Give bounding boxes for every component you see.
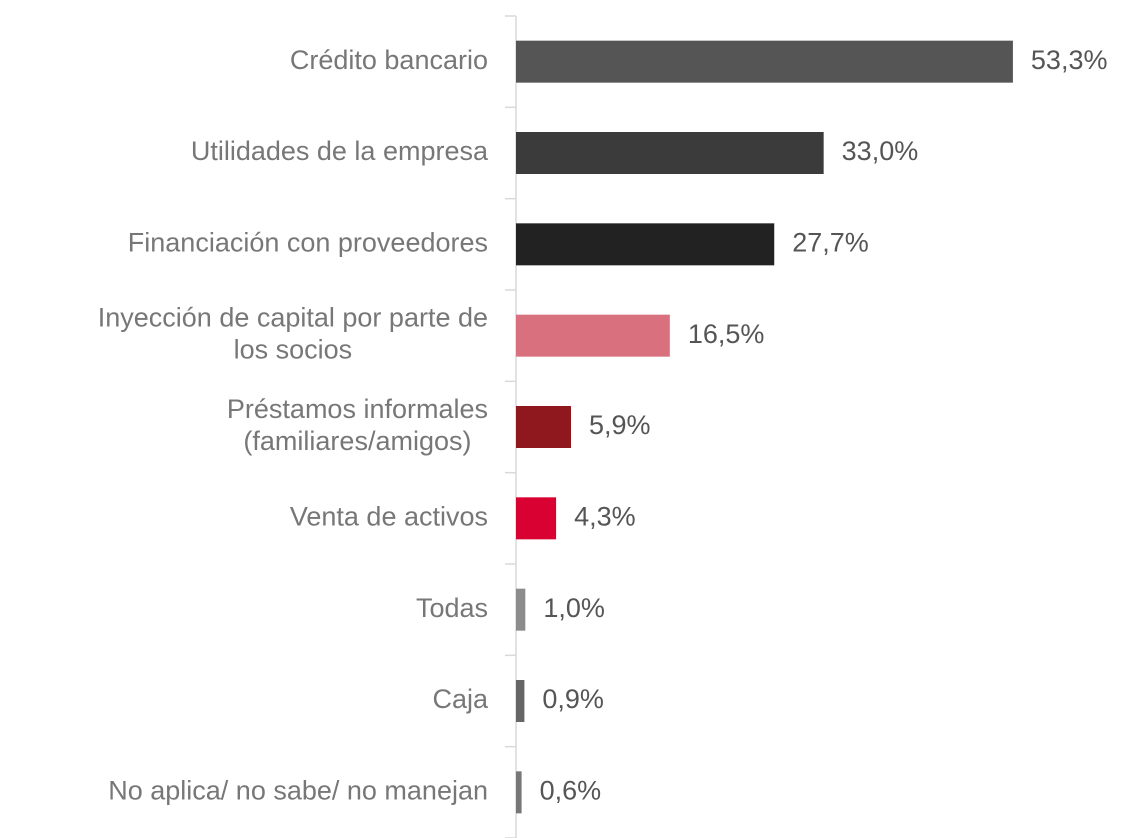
category-label: Financiación con proveedores <box>128 227 488 257</box>
value-label: 33,0% <box>842 136 919 166</box>
category-label: Todas <box>416 593 488 623</box>
category-label: Utilidades de la empresa <box>191 136 489 166</box>
bar <box>516 588 526 631</box>
bar <box>516 314 670 357</box>
value-label: 53,3% <box>1031 45 1108 75</box>
bar <box>516 771 522 814</box>
bar <box>516 680 525 722</box>
category-label: No aplica/ no sabe/ no manejan <box>108 775 488 805</box>
bar <box>516 406 572 448</box>
value-label: 0,9% <box>542 684 604 714</box>
value-label: 5,9% <box>589 410 651 440</box>
category-label: Venta de activos <box>290 501 488 531</box>
category-label: Inyección de capital por parte de los soc… <box>98 303 488 365</box>
category-label: Caja <box>432 684 489 714</box>
value-label: 0,6% <box>540 775 602 805</box>
value-label: 27,7% <box>792 227 869 257</box>
bar <box>516 223 775 266</box>
bar <box>516 497 557 540</box>
category-label: Préstamos informales (familiares/amigos) <box>227 394 488 456</box>
bar <box>516 40 1013 83</box>
bar <box>516 132 824 174</box>
value-label: 4,3% <box>574 501 636 531</box>
value-label: 16,5% <box>688 319 765 349</box>
value-label: 1,0% <box>543 593 605 623</box>
category-label: Crédito bancario <box>290 45 488 75</box>
